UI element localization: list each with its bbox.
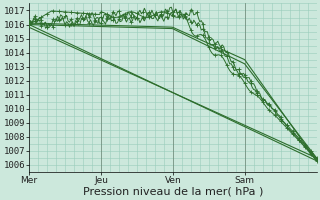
X-axis label: Pression niveau de la mer( hPa ): Pression niveau de la mer( hPa ): [83, 187, 263, 197]
